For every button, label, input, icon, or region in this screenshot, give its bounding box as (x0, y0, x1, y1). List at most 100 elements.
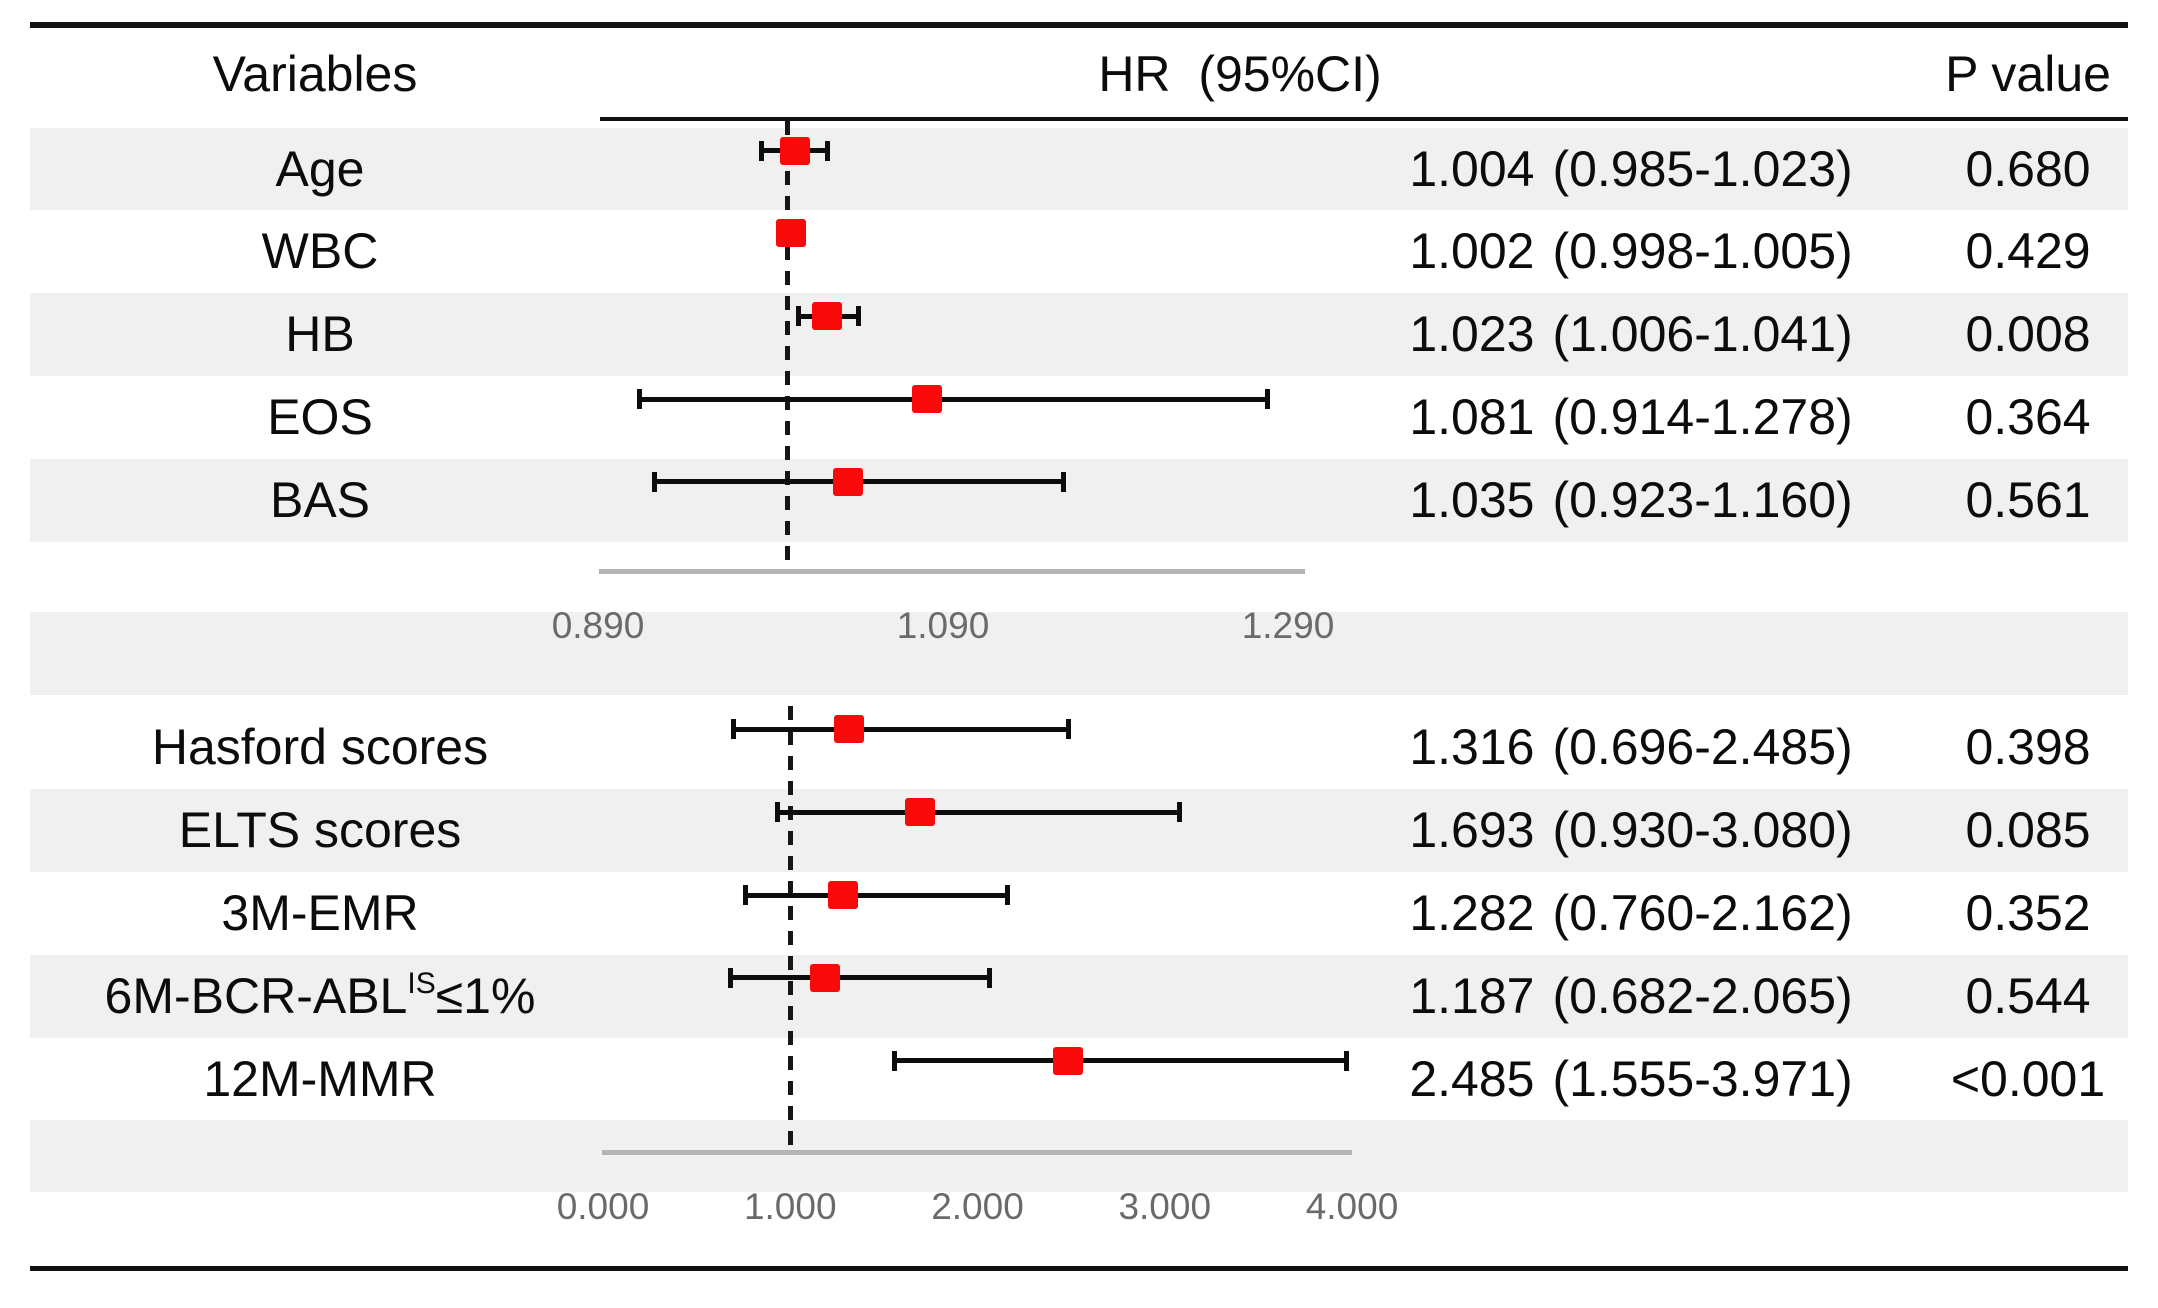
row-label: BAS (269, 471, 371, 528)
row-shade-band (30, 458, 2128, 542)
p-value: 0.680 (1965, 140, 2091, 197)
ci-value: (0.923-1.160) (1552, 471, 1853, 528)
row-label: HB (285, 306, 355, 363)
ci-whisker (733, 726, 1069, 732)
axis-tick-label: 0.000 (556, 1186, 650, 1227)
ci-cap-left (774, 802, 780, 823)
ci-value: (0.760-2.162) (1552, 885, 1853, 941)
ci-cap-right (1005, 885, 1011, 905)
p-value: 0.429 (1965, 223, 2091, 280)
ci-cap-left (795, 306, 801, 327)
p-value: <0.001 (1950, 1050, 2106, 1107)
column-header-p-value: P value (1945, 46, 2111, 102)
hr-point-marker (828, 881, 859, 909)
axis-line (602, 1150, 1352, 1155)
ci-value: (0.985-1.023) (1552, 140, 1853, 197)
hr-value: 1.187 (1409, 967, 1535, 1024)
ci-whisker (639, 396, 1268, 402)
hr-value: 1.316 (1409, 719, 1535, 776)
ci-value: (1.006-1.041) (1552, 306, 1853, 363)
ci-value: (0.930-3.080) (1552, 802, 1853, 859)
hr-value: 1.282 (1409, 885, 1535, 941)
p-value: 0.544 (1965, 967, 2091, 1024)
row-label: ELTS scores (178, 802, 462, 859)
ci-whisker (745, 892, 1008, 898)
row-label: EOS (267, 389, 373, 445)
ci-whisker (730, 975, 990, 981)
top-border-rule (30, 22, 2128, 28)
row-label: WBC (261, 223, 379, 280)
axis-tick-label: 1.090 (896, 605, 990, 646)
row-label: Hasford scores (151, 719, 489, 776)
ci-whisker (777, 809, 1180, 815)
axis-shade-band (30, 612, 2128, 695)
row-shade-band (30, 789, 2128, 872)
p-value: 0.398 (1965, 719, 2091, 776)
hr-value: 1.002 (1409, 223, 1535, 280)
ci-cap-left (730, 719, 736, 740)
hr-ci-value: 1.035 (0.923-1.160) (1286, 459, 1976, 542)
hr-value: 2.485 (1409, 1050, 1535, 1107)
reference-line (787, 706, 793, 1152)
row-label: 3M-EMR (221, 885, 419, 941)
ci-value: (0.696-2.485) (1552, 719, 1853, 776)
hr-point-marker (912, 385, 943, 413)
axis-tick-label: 2.000 (931, 1186, 1024, 1227)
row-label: 12M-MMR (203, 1050, 437, 1107)
ci-cap-left (759, 140, 765, 161)
axis-line (599, 569, 1305, 574)
p-value: 0.561 (1965, 471, 2091, 528)
ci-cap-right (855, 306, 861, 327)
ci-whisker (894, 1058, 1347, 1064)
hr-ci-value: 1.316 (0.696-2.485) (1286, 706, 1976, 789)
row-shade-band (30, 954, 2128, 1038)
hr-point-marker (779, 136, 810, 165)
hr-point-marker (812, 302, 843, 331)
hr-ci-value: 2.485 (1.555-3.971) (1286, 1038, 1976, 1121)
ci-cap-right (1344, 1050, 1350, 1071)
hr-ci-value: 1.081 (0.914-1.278) (1286, 376, 1976, 459)
hr-value: 1.004 (1409, 140, 1535, 197)
ci-cap-right (1065, 719, 1071, 740)
hr-ci-value: 1.187 (0.682-2.065) (1286, 955, 1976, 1038)
p-value: 0.085 (1965, 802, 2091, 859)
hr-point-marker (905, 798, 935, 827)
hr-point-marker (810, 963, 841, 992)
hr-ci-value: 1.002 (0.998-1.005) (1286, 210, 1976, 293)
row-label: Age (275, 140, 365, 197)
row-label-suffix: ≤1% (435, 967, 536, 1024)
axis-tick-label: 1.290 (1241, 605, 1335, 646)
ci-cap-right (824, 140, 830, 161)
hr-value: 1.023 (1409, 306, 1535, 363)
ci-value: (0.998-1.005) (1552, 223, 1853, 280)
ci-cap-left (742, 885, 748, 905)
row-shade-band (30, 293, 2128, 376)
hr-ci-value: 1.693 (0.930-3.080) (1286, 789, 1976, 872)
row-label: 6M-BCR-ABLIS≤1% (50, 955, 590, 1038)
hr-value: 1.081 (1409, 389, 1535, 445)
row-label-base: 6M-BCR-ABL (104, 967, 408, 1024)
hr-point-marker (1053, 1046, 1084, 1075)
row-shade-band (30, 127, 2128, 211)
hr-ci-value: 1.023 (1.006-1.041) (1286, 293, 1976, 376)
reference-line (785, 121, 791, 571)
hr-point-marker (776, 219, 807, 248)
ci-value: (0.914-1.278) (1552, 389, 1853, 445)
hr-value: 1.035 (1409, 471, 1535, 528)
p-value: 0.352 (1965, 885, 2091, 941)
axis-shade-band (30, 1120, 2128, 1192)
column-header-hr-ci: HR (95%CI) (1098, 46, 1382, 102)
column-header-variables: Variables (212, 46, 418, 102)
ci-cap-left (728, 967, 734, 988)
p-value: 0.364 (1965, 389, 2091, 445)
ci-cap-left (652, 471, 658, 492)
ci-cap-right (1061, 471, 1067, 492)
row-label-superscript: IS (407, 967, 436, 1001)
hr-ci-value: 1.282 (0.760-2.162) (1286, 872, 1976, 955)
ci-cap-left (891, 1050, 897, 1071)
axis-tick-label: 4.000 (1305, 1186, 1399, 1227)
ci-value: (0.682-2.065) (1552, 967, 1853, 1024)
axis-tick-label: 1.000 (743, 1186, 837, 1227)
axis-tick-label: 3.000 (1118, 1186, 1212, 1227)
